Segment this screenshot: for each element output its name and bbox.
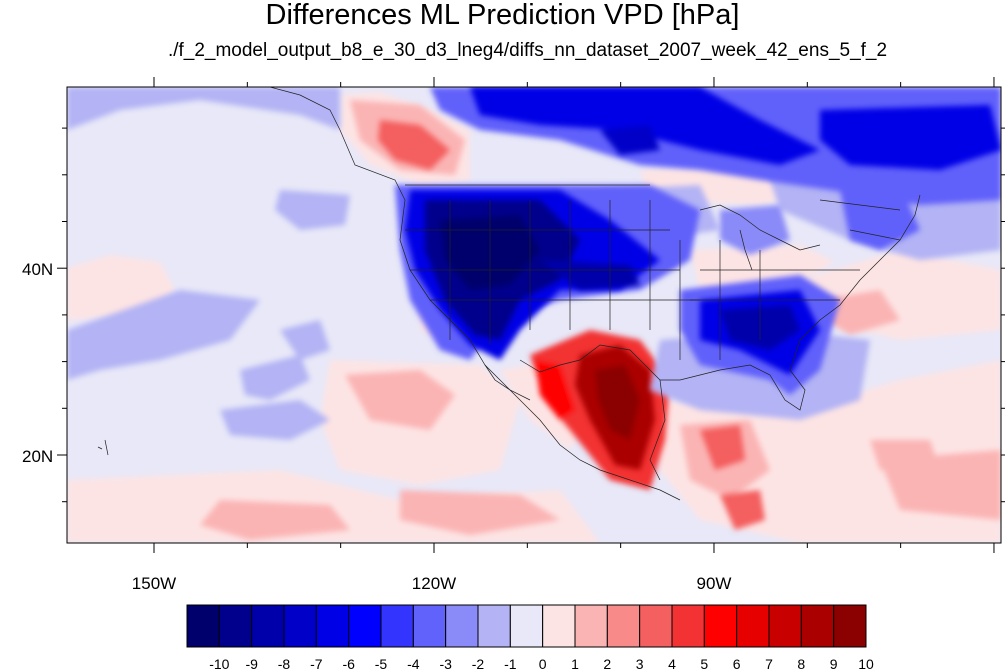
- map-field: [67, 87, 1001, 543]
- colorbar-swatch: [736, 604, 770, 648]
- colorbar-swatch: [833, 604, 867, 648]
- colorbar-label: 10: [858, 656, 874, 672]
- colorbar-label: 2: [603, 656, 611, 672]
- colorbar-swatch: [445, 604, 479, 648]
- colorbar-swatch: [477, 604, 511, 648]
- colorbar-labels: -10 -9 -8 -7 -6 -5 -4 -3 -2 -1 0 1 2 3 4 5 6 7 8 9 10: [209, 656, 874, 672]
- colorbar-label: -2: [472, 656, 485, 672]
- colorbar-swatch: [315, 604, 350, 648]
- colorbar-label: 4: [668, 656, 676, 672]
- colorbar-swatch: [768, 604, 802, 648]
- map-subtitle: ./f_2_model_output_b8_e_30_d3_lneg4/diff…: [167, 40, 888, 61]
- colorbar-label: 3: [636, 656, 644, 672]
- colorbar-label: 7: [765, 656, 773, 672]
- lat-label-20n: 20N: [22, 447, 53, 466]
- colorbar-label: 0: [539, 656, 547, 672]
- colorbar-label: 9: [830, 656, 838, 672]
- dark-red-regions: [575, 345, 655, 470]
- colorbar-label: -5: [375, 656, 388, 672]
- lon-label-150w: 150W: [132, 574, 176, 593]
- colorbar-label: -1: [504, 656, 517, 672]
- axis-ticks: [57, 77, 1005, 553]
- colorbar-label: 8: [797, 656, 805, 672]
- colorbar-swatch: [703, 604, 738, 648]
- colorbar-swatch: [606, 604, 641, 648]
- lon-label-90w: 90W: [697, 574, 732, 593]
- map-title: Differences ML Prediction VPD [hPa]: [265, 0, 740, 31]
- colorbar-label: -3: [439, 656, 452, 672]
- colorbar-label: -4: [407, 656, 420, 672]
- colorbar-swatch: [542, 604, 576, 648]
- light-red-regions: [200, 100, 1001, 540]
- coastlines-and-borders: [97, 87, 921, 501]
- colorbar-label: -6: [342, 656, 355, 672]
- colorbar-label: 6: [733, 656, 741, 672]
- colorbar-swatch: [218, 604, 253, 648]
- lon-label-120w: 120W: [412, 574, 456, 593]
- colorbar: [186, 604, 867, 648]
- colorbar-swatch: [251, 604, 285, 648]
- colorbar-swatch: [348, 604, 382, 648]
- colorbar-swatch: [800, 604, 835, 648]
- colorbar-label: -9: [245, 656, 258, 672]
- colorbar-swatch: [639, 604, 673, 648]
- lat-label-40n: 40N: [22, 260, 53, 279]
- colorbar-label: -7: [310, 656, 323, 672]
- colorbar-swatch: [412, 604, 447, 648]
- colorbar-swatch: [186, 604, 220, 648]
- colorbar-swatch: [574, 604, 608, 648]
- colorbar-label: -8: [278, 656, 291, 672]
- colorbar-swatch: [380, 604, 414, 648]
- colorbar-swatch: [509, 604, 544, 648]
- colorbar-label: 1: [571, 656, 579, 672]
- colorbar-swatch: [671, 604, 705, 648]
- colorbar-label: 5: [700, 656, 708, 672]
- colorbar-swatch: [283, 604, 317, 648]
- colorbar-label: -10: [209, 656, 229, 672]
